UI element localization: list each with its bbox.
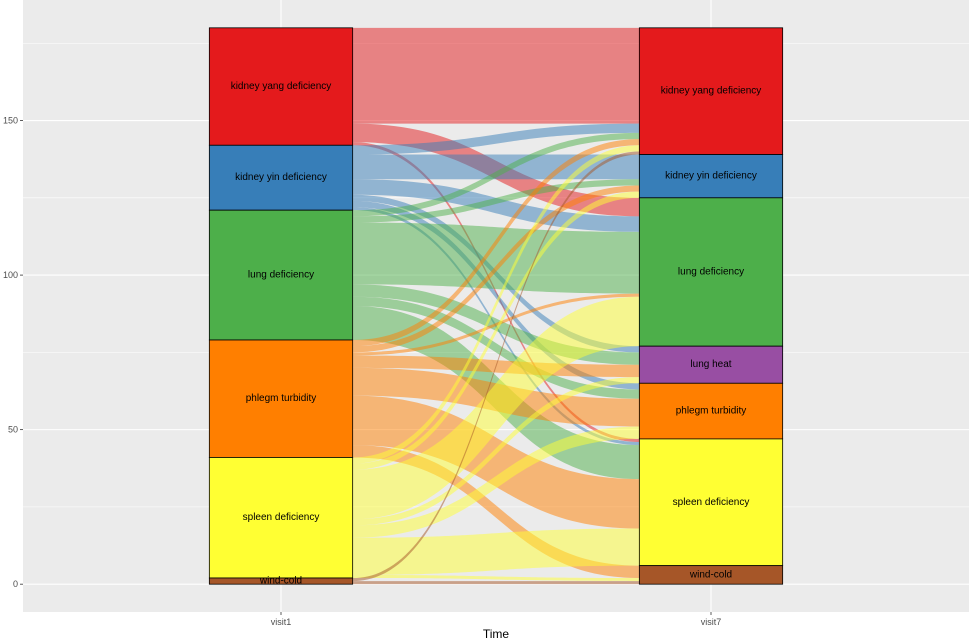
flow-kidney-yin-deficiency-to-kidney-yang-deficiency (352, 123, 640, 155)
flow-spleen-deficiency-to-lung-heat (352, 377, 640, 526)
stratum-visit7-kidney-yin-deficiency (638, 154, 784, 199)
stratum-label-visit1-kidney-yin-deficiency: kidney yin deficiency (235, 172, 327, 183)
flow-lung-deficiency-to-kidney-yang-deficiency (352, 132, 640, 217)
x-tick-label-visit7: visit7 (701, 617, 722, 627)
stratum-visit1-spleen-deficiency (208, 457, 354, 579)
x-axis-title: Time (483, 627, 510, 641)
stratum-label-visit7-lung-deficiency: lung deficiency (678, 267, 744, 278)
flow-spleen-deficiency-to-kidney-yin-deficiency (352, 191, 640, 470)
flow-kidney-yin-deficiency-to-lung-deficiency (352, 179, 640, 232)
stratum-visit7-phlegm-turbidity (638, 382, 784, 440)
stratum-label-visit7-kidney-yin-deficiency: kidney yin deficiency (665, 171, 757, 182)
flow-spleen-deficiency-to-lung-deficiency (352, 296, 640, 520)
flow-phlegm-turbidity-to-lung-deficiency (352, 293, 640, 356)
flow-lung-deficiency-to-lung-deficiency (352, 222, 640, 294)
stratum-visit1-kidney-yang-deficiency (208, 27, 354, 146)
flow-wind-cold-to-kidney-yang-deficiency (352, 151, 640, 582)
stratum-visit7-kidney-yang-deficiency (638, 27, 784, 155)
y-tick-label: 50 (8, 425, 18, 435)
stratum-visit7-lung-deficiency (638, 197, 784, 347)
strata: kidney yang deficiency kidney yin deficie… (208, 27, 784, 587)
flows (352, 27, 640, 585)
flow-phlegm-turbidity-to-kidney-yin-deficiency (352, 185, 640, 353)
y-tick-label: 150 (3, 116, 18, 126)
flow-spleen-deficiency-to-phlegm-turbidity (352, 426, 640, 538)
stratum-label-visit7-spleen-deficiency: spleen deficiency (673, 497, 750, 508)
stratum-label-visit7-phlegm-turbidity: phlegm turbidity (676, 406, 747, 417)
stratum-visit1-wind-cold (208, 577, 354, 585)
stratum-visit7-lung-heat (638, 345, 784, 384)
flow-spleen-deficiency-to-spleen-deficiency (352, 528, 640, 575)
flow-lung-deficiency-to-phlegm-turbidity (352, 296, 640, 399)
flow-kidney-yang-deficiency-to-kidney-yang-deficiency (352, 27, 640, 124)
stratum-label-visit1-phlegm-turbidity: phlegm turbidity (246, 393, 317, 404)
y-tick-label: 0 (13, 579, 18, 589)
flow-kidney-yin-deficiency-to-phlegm-turbidity (352, 200, 640, 390)
stratum-label-visit7-lung-heat: lung heat (690, 359, 731, 370)
x-tick-label-visit1: visit1 (271, 617, 292, 627)
flow-spleen-deficiency-to-kidney-yang-deficiency (352, 145, 640, 464)
flow-phlegm-turbidity-to-wind-cold (352, 445, 640, 578)
stratum-visit1-kidney-yin-deficiency (208, 144, 354, 211)
flow-wind-cold-to-wind-cold (352, 581, 640, 585)
stratum-visit7-wind-cold (638, 565, 784, 585)
stratum-visit1-phlegm-turbidity (208, 339, 354, 458)
flow-lung-deficiency-to-kidney-yin-deficiency (352, 179, 640, 223)
stratum-label-visit1-lung-deficiency: lung deficiency (248, 270, 314, 281)
stratum-visit1-lung-deficiency (208, 209, 354, 341)
y-tick-label: 100 (3, 270, 18, 280)
stratum-label-visit7-kidney-yang-deficiency: kidney yang deficiency (661, 86, 762, 97)
axes: 0 50 100 150 visit1 visit7 Time (3, 116, 721, 641)
flow-spleen-deficiency-to-wind-cold (352, 574, 640, 582)
stratum-label-visit1-spleen-deficiency: spleen deficiency (243, 512, 320, 523)
flow-phlegm-turbidity-to-kidney-yang-deficiency (352, 139, 640, 347)
stratum-label-visit7-wind-cold: wind-cold (689, 569, 732, 580)
stratum-label-visit1-kidney-yang-deficiency: kidney yang deficiency (231, 81, 332, 92)
stratum-visit7-spleen-deficiency (638, 438, 784, 567)
stratum-label-visit1-wind-cold: wind-cold (259, 576, 302, 587)
